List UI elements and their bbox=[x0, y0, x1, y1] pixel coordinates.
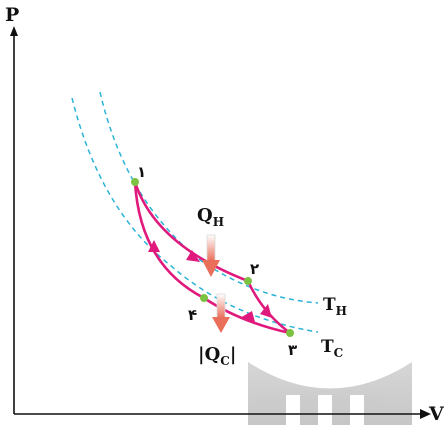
th-label: TH bbox=[323, 295, 347, 318]
point-1 bbox=[131, 178, 139, 186]
arrow-1-2 bbox=[186, 250, 200, 262]
isotherms bbox=[71, 91, 319, 333]
heat-arrows bbox=[202, 234, 230, 333]
state-points bbox=[131, 178, 294, 337]
isotherm-labels: TH TC bbox=[321, 295, 347, 360]
tc-sub: C bbox=[334, 346, 344, 360]
x-axis-label: V bbox=[428, 403, 445, 425]
qc-open: | bbox=[198, 344, 205, 365]
watermark bbox=[248, 362, 412, 425]
arrow-3-4 bbox=[240, 311, 255, 322]
x-axis-arrow bbox=[420, 409, 431, 419]
qc-close: | bbox=[230, 344, 237, 365]
qc-sub: C bbox=[220, 354, 230, 368]
point-1-label: ۱ bbox=[137, 163, 146, 181]
point-3 bbox=[286, 329, 294, 337]
point-2-label: ۲ bbox=[250, 260, 259, 278]
tc-main: T bbox=[321, 337, 334, 357]
axes: P V bbox=[5, 4, 445, 425]
point-2 bbox=[244, 277, 252, 285]
heat-labels: QH |QC| bbox=[197, 205, 236, 368]
process-1-2 bbox=[133, 181, 249, 283]
point-3-label: ۳ bbox=[288, 341, 297, 359]
qh-main: Q bbox=[197, 205, 213, 226]
point-labels: ۱ ۲ ۳ ۴ bbox=[137, 163, 297, 359]
qc-main: Q bbox=[205, 344, 221, 365]
y-axis-label: P bbox=[5, 4, 19, 26]
y-axis-arrow bbox=[10, 26, 18, 36]
qh-label: QH bbox=[197, 205, 224, 229]
qh-sub: H bbox=[213, 215, 224, 229]
tc-label: TC bbox=[321, 337, 343, 360]
arrow-2-3 bbox=[260, 304, 272, 318]
qc-label: |QC| bbox=[198, 344, 236, 368]
point-4 bbox=[200, 294, 208, 302]
th-main: T bbox=[323, 295, 336, 315]
heat-out-arrow bbox=[212, 293, 230, 333]
heat-in-arrow bbox=[202, 234, 220, 277]
process-4-1 bbox=[133, 181, 205, 300]
point-4-label: ۴ bbox=[188, 306, 197, 324]
arrow-4-1 bbox=[148, 240, 160, 252]
th-sub: H bbox=[336, 304, 347, 318]
cycle-arrows bbox=[148, 240, 272, 322]
